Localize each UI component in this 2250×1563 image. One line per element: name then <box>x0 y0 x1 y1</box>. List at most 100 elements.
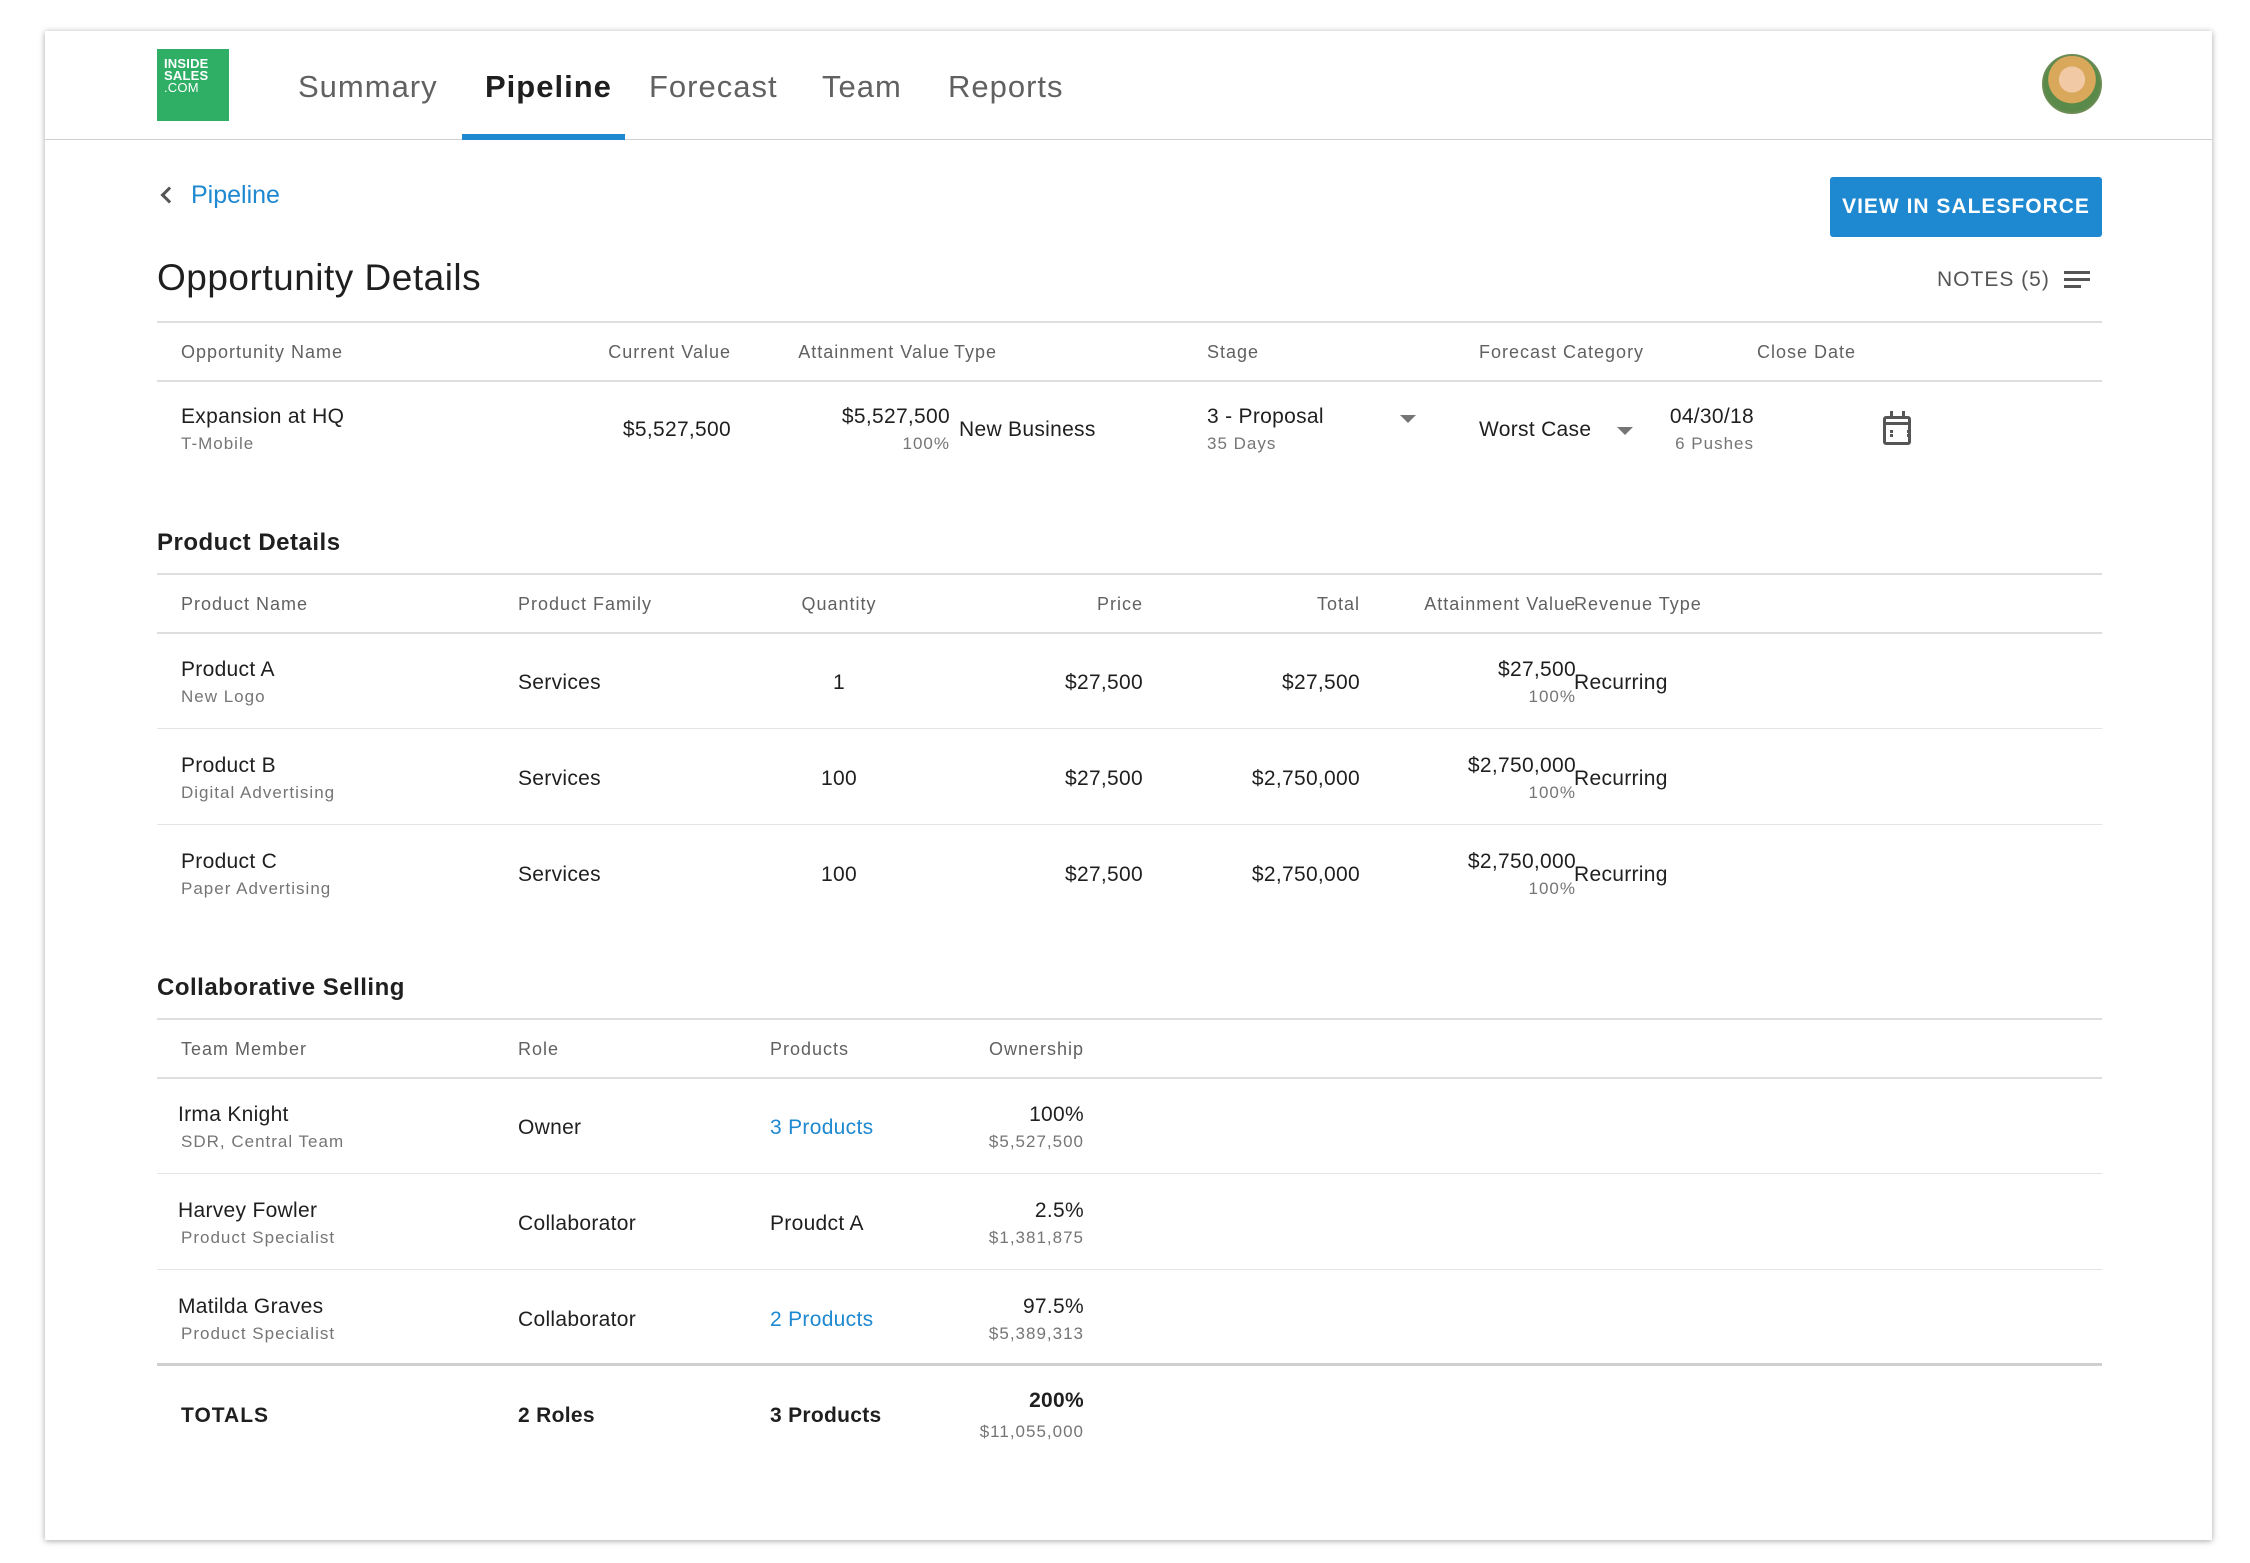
divider <box>157 728 2102 729</box>
company-logo[interactable]: INSIDE SALES .COM <box>157 49 229 121</box>
divider <box>157 1269 2102 1270</box>
product-details-title: Product Details <box>157 529 341 556</box>
opportunity-current-value: $5,527,500 <box>622 418 731 441</box>
col-opportunity-name: Opportunity Name <box>181 342 344 362</box>
totals-ownership: 200% <box>1029 1389 1084 1412</box>
product-family: Services <box>518 671 601 694</box>
stage-select[interactable]: 3 - Proposal <box>1207 405 1324 428</box>
col-type: Type <box>954 342 998 362</box>
tab-summary[interactable]: Summary <box>298 69 438 104</box>
chevron-left-icon <box>160 186 178 204</box>
product-family: Services <box>518 863 601 886</box>
collaborative-selling-title: Collaborative Selling <box>157 974 405 1001</box>
team-member-ownership: 97.5% <box>1022 1295 1084 1318</box>
logo-line-2: SALES <box>164 68 209 83</box>
divider <box>157 1018 2102 1020</box>
col-close-date: Close Date <box>1757 342 1857 362</box>
close-date-pushes: 6 Pushes <box>1675 434 1754 453</box>
col-total: Total <box>1316 594 1360 614</box>
product-quantity: 100 <box>821 863 857 886</box>
col-quantity: Quantity <box>801 594 877 614</box>
breadcrumb-back-link[interactable]: Pipeline <box>160 181 280 210</box>
forecast-caret-down-icon[interactable] <box>1617 427 1633 435</box>
divider <box>157 632 2102 634</box>
product-price: $27,500 <box>1064 863 1143 886</box>
product-price: $27,500 <box>1064 671 1143 694</box>
product-subtitle: New Logo <box>181 687 266 706</box>
opportunity-attainment-value: $5,527,500 <box>841 405 950 428</box>
product-attainment-pct: 100% <box>1528 687 1576 706</box>
team-member-role: Owner <box>518 1116 582 1139</box>
product-total: $2,750,000 <box>1251 767 1360 790</box>
product-attainment: $2,750,000 <box>1467 850 1576 873</box>
forecast-category-select[interactable]: Worst Case <box>1479 418 1592 441</box>
team-member-name: Matilda Graves <box>178 1295 324 1318</box>
opportunity-type: New Business <box>959 418 1096 441</box>
divider <box>157 1077 2102 1079</box>
logo-line-1: INSIDE <box>164 56 209 71</box>
product-total: $2,750,000 <box>1251 863 1360 886</box>
product-price: $27,500 <box>1064 767 1143 790</box>
team-member-title: Product Specialist <box>181 1228 336 1247</box>
product-name: Product C <box>181 850 278 873</box>
product-revenue-type: Recurring <box>1574 767 1668 790</box>
team-member-products-link[interactable]: 2 Products <box>770 1308 874 1331</box>
team-member-products: Proudct A <box>770 1212 864 1235</box>
user-avatar[interactable] <box>2042 54 2102 114</box>
totals-products: 3 Products <box>770 1404 882 1427</box>
team-member-ownership: 100% <box>1029 1103 1084 1126</box>
col-forecast-category: Forecast Category <box>1479 342 1645 362</box>
col-price: Price <box>1096 594 1143 614</box>
stage-days: 35 Days <box>1207 434 1277 453</box>
product-name: Product B <box>181 754 276 777</box>
product-name: Product A <box>181 658 275 681</box>
col-role: Role <box>518 1039 560 1059</box>
page-title: Opportunity Details <box>157 257 482 298</box>
product-attainment-pct: 100% <box>1528 879 1576 898</box>
product-quantity: 1 <box>833 671 845 694</box>
team-member-role: Collaborator <box>518 1212 636 1235</box>
col-team-member: Team Member <box>181 1039 308 1059</box>
col-current-value: Current Value <box>608 342 731 362</box>
notes-button[interactable]: NOTES (5) <box>1937 267 2090 292</box>
close-date: 04/30/18 <box>1669 405 1754 428</box>
col-stage: Stage <box>1207 342 1260 362</box>
divider <box>157 380 2102 382</box>
team-member-ownership-value: $5,527,500 <box>988 1132 1084 1151</box>
opportunity-attainment-pct: 100% <box>902 434 950 453</box>
team-member-ownership-value: $1,381,875 <box>988 1228 1084 1247</box>
team-member-name: Harvey Fowler <box>178 1199 318 1222</box>
tab-reports[interactable]: Reports <box>948 69 1064 104</box>
team-member-title: SDR, Central Team <box>181 1132 345 1151</box>
app-window: INSIDE SALES .COM Summary Pipeline Forec… <box>45 31 2212 1540</box>
product-revenue-type: Recurring <box>1574 863 1668 886</box>
tab-team[interactable]: Team <box>822 69 902 104</box>
breadcrumb-label: Pipeline <box>191 181 280 209</box>
notes-label: NOTES (5) <box>1937 267 2050 291</box>
col-attainment-value: Attainment Value <box>798 342 950 362</box>
product-attainment: $27,500 <box>1497 658 1576 681</box>
top-nav: INSIDE SALES .COM Summary Pipeline Forec… <box>45 31 2212 140</box>
view-in-salesforce-button[interactable]: VIEW IN SALESFORCE <box>1830 177 2102 237</box>
team-member-products-link[interactable]: 3 Products <box>770 1116 874 1139</box>
divider <box>157 573 2102 575</box>
product-attainment-pct: 100% <box>1528 783 1576 802</box>
calendar-icon[interactable] <box>1883 411 1911 445</box>
stage-caret-down-icon[interactable] <box>1400 415 1416 423</box>
tab-forecast[interactable]: Forecast <box>649 69 778 104</box>
product-family: Services <box>518 767 601 790</box>
product-quantity: 100 <box>821 767 857 790</box>
product-attainment: $2,750,000 <box>1467 754 1576 777</box>
active-tab-indicator <box>462 134 625 140</box>
col-attainment-value: Attainment Value <box>1424 594 1576 614</box>
opportunity-account: T-Mobile <box>181 434 255 453</box>
col-products: Products <box>770 1039 850 1059</box>
team-member-role: Collaborator <box>518 1308 636 1331</box>
team-member-title: Product Specialist <box>181 1324 336 1343</box>
product-subtitle: Digital Advertising <box>181 783 336 802</box>
divider <box>157 824 2102 825</box>
col-product-name: Product Name <box>181 594 309 614</box>
col-ownership: Ownership <box>988 1039 1084 1059</box>
tab-pipeline[interactable]: Pipeline <box>485 69 612 104</box>
totals-divider <box>157 1363 2102 1366</box>
